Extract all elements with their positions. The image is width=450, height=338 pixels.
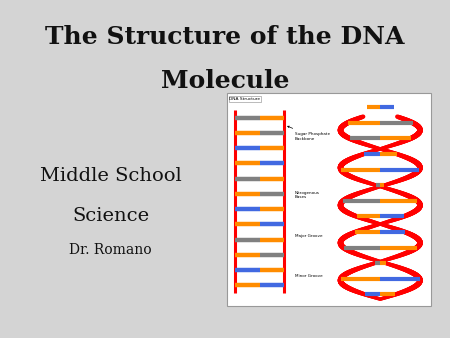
Text: Science: Science	[72, 207, 149, 225]
Text: The Structure of the DNA: The Structure of the DNA	[45, 25, 405, 49]
Text: DNA Structure: DNA Structure	[230, 97, 261, 101]
Text: Minor Groove: Minor Groove	[295, 274, 322, 278]
Text: Major Groove: Major Groove	[295, 234, 322, 238]
Text: Middle School: Middle School	[40, 167, 182, 185]
Bar	[227, 93, 432, 306]
Text: Molecule: Molecule	[161, 69, 289, 93]
Text: Nitrogenous
Bases: Nitrogenous Bases	[295, 191, 320, 199]
Text: Dr. Romano: Dr. Romano	[69, 243, 152, 257]
Text: Sugar Phosphate
Backbone: Sugar Phosphate Backbone	[288, 126, 330, 141]
